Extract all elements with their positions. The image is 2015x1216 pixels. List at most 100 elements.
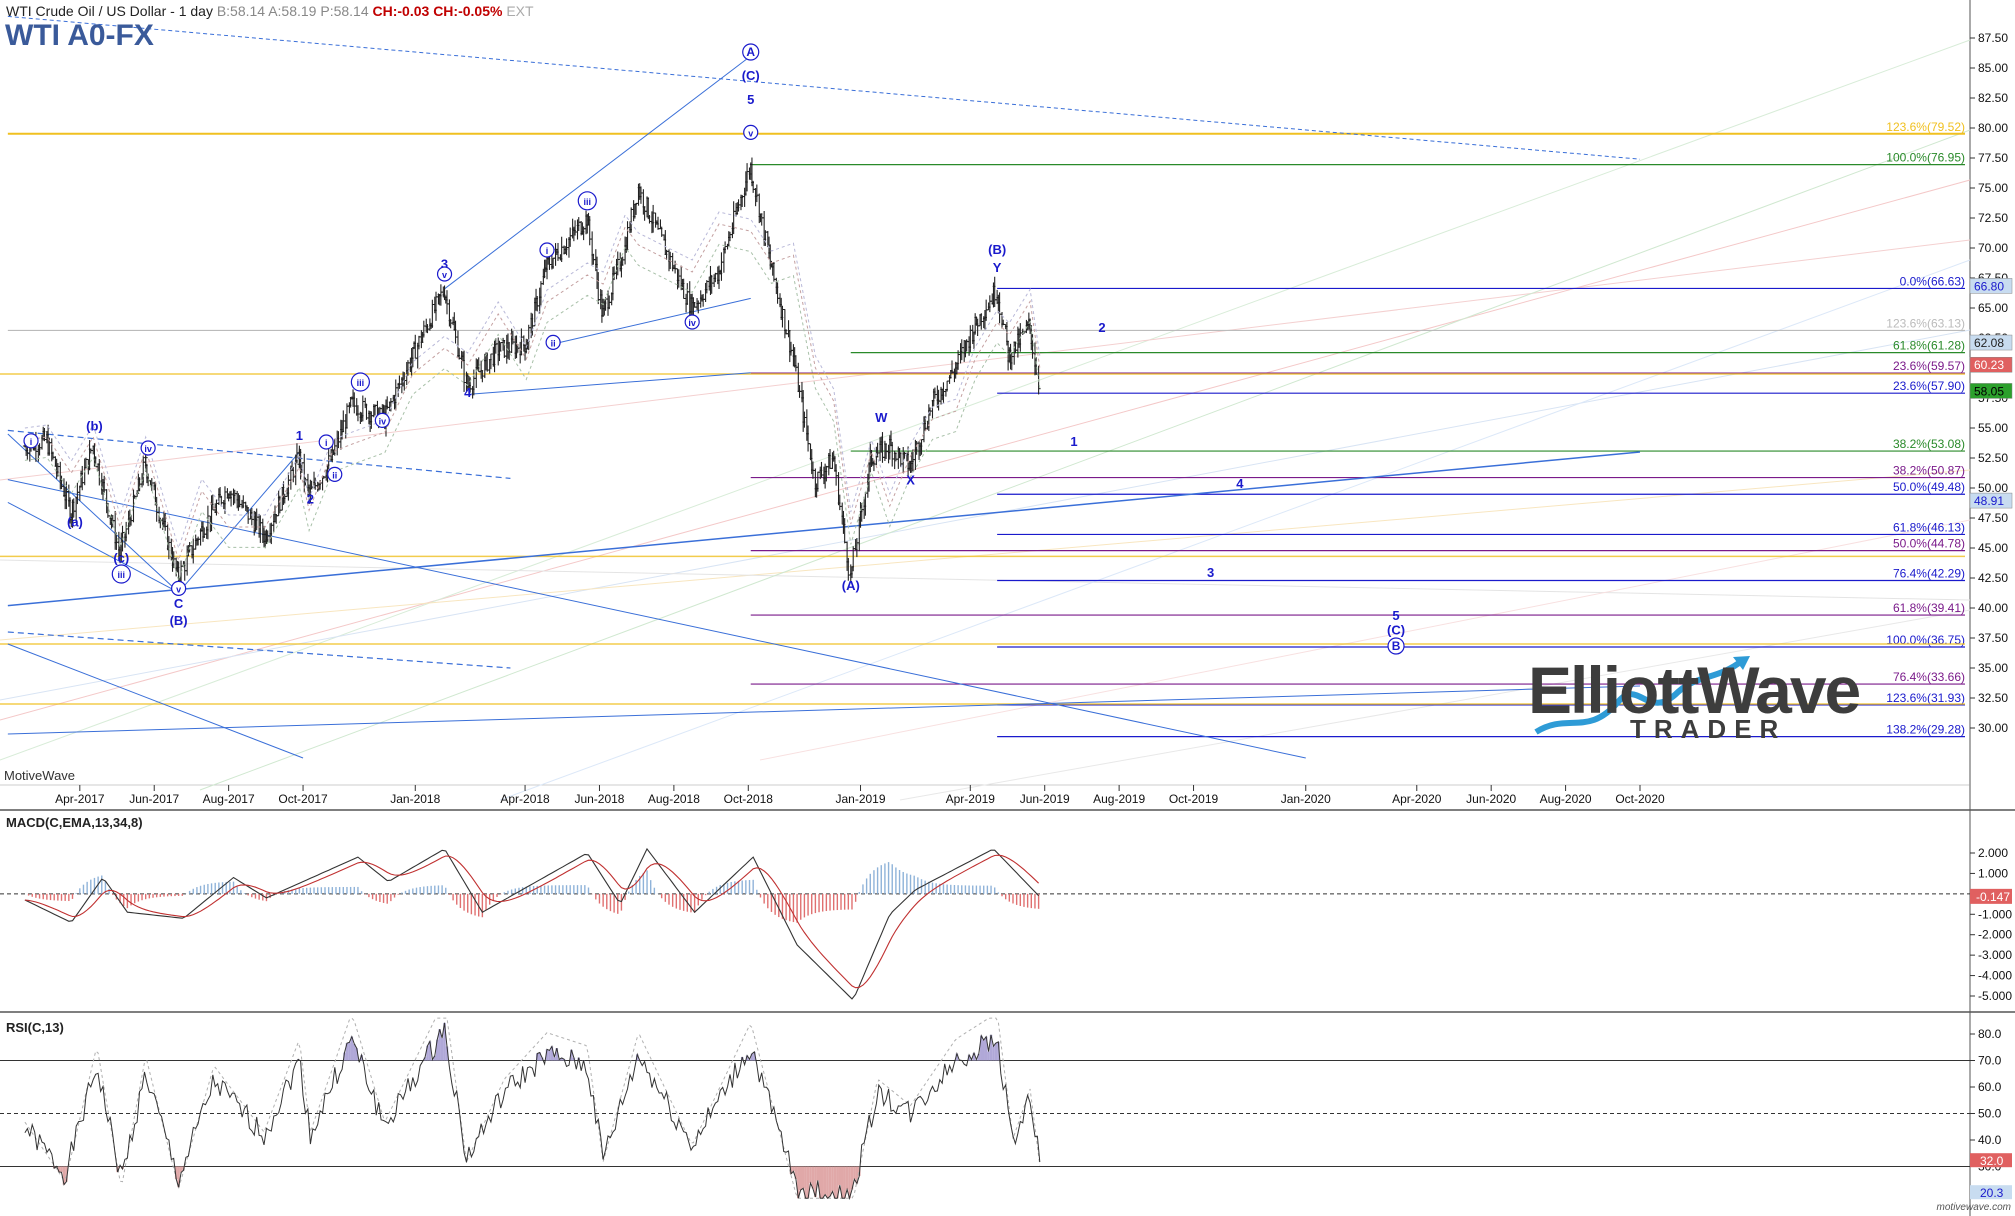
rsi-tick-label: 60.0 <box>1978 1080 2002 1094</box>
fib-level-label: 100.0%(76.95) <box>1886 151 1965 165</box>
wave-label-text: 3 <box>441 256 448 271</box>
time-tick-label: Jun-2018 <box>574 792 624 806</box>
rsi-tick-label: 80.0 <box>1978 1027 2002 1041</box>
price-tick-label: 55.00 <box>1978 421 2008 435</box>
macd-panel-title: MACD(C,EMA,13,34,8) <box>6 815 143 830</box>
wave-label-text: A <box>746 45 755 59</box>
ext-flag: EXT <box>506 3 534 19</box>
wave-label-text: v <box>748 128 753 138</box>
wave-label-text: v <box>442 270 447 280</box>
time-tick-label: Oct-2018 <box>724 792 774 806</box>
fib-level-label: 123.6%(79.52) <box>1886 120 1965 134</box>
fib-level-label: 123.6%(31.93) <box>1886 691 1965 705</box>
price-panel[interactable] <box>0 0 1970 810</box>
price-tag-label: 60.23 <box>1974 358 2004 372</box>
fib-level-label: 123.6%(63.13) <box>1886 316 1965 330</box>
macd-value-label: -0.147 <box>1976 890 2010 904</box>
motivewave-watermark: MotiveWave <box>4 768 76 783</box>
wave-label-text: W <box>875 410 888 425</box>
rsi-value-label: 32.0 <box>1980 1154 2004 1168</box>
trendline <box>178 451 300 593</box>
elliott-wave-trader-logo: ElliottWave TRADER <box>1528 652 1861 747</box>
decor-fan-line <box>759 519 1971 761</box>
wave-label-circle <box>545 334 561 350</box>
wave-label-text: X <box>906 472 915 487</box>
fib-level-label: 138.2%(29.28) <box>1886 723 1965 737</box>
trendline <box>7 429 511 479</box>
price-tick-label: 32.50 <box>1978 691 2008 705</box>
decor-fan-line <box>199 129 1971 791</box>
trendlines-layer <box>7 15 1641 759</box>
price-tag-box <box>1969 383 2013 399</box>
wave-label-text: 1 <box>1070 434 1077 449</box>
time-tick-label: Jun-2020 <box>1466 792 1516 806</box>
wave-label-text: B <box>1392 639 1401 653</box>
price-tick-label: 52.50 <box>1978 451 2008 465</box>
price-tick-label: 80.00 <box>1978 121 2008 135</box>
wave-label-text: v <box>176 584 181 594</box>
wave-label-circle <box>743 124 759 140</box>
rsi-bands-line <box>24 1017 1041 1199</box>
wave-label-text: (C) <box>742 68 760 83</box>
macd-tick-label: -2.000 <box>1978 928 2012 942</box>
price-tick-label: 72.50 <box>1978 211 2008 225</box>
macd-tick-label: 1.000 <box>1978 866 2008 880</box>
decor-fan-line <box>0 329 1971 701</box>
chart-header: WTI Crude Oil / US Dollar - 1 day B:58.1… <box>6 3 534 19</box>
wave-label-text: (B) <box>170 613 188 628</box>
price-tick-label: 87.50 <box>1978 31 2008 45</box>
wave-label-circle <box>171 580 187 597</box>
trendline <box>444 55 752 290</box>
wave-label-text: (C) <box>1387 622 1405 637</box>
wave-label-text: iii <box>118 570 126 580</box>
wave-label-circle <box>23 433 39 449</box>
wave-label-text: 2 <box>1098 320 1105 335</box>
trendline <box>553 297 751 345</box>
price-axis-ticks: 87.50 85.00 82.50 80.00 77.50 75.00 72.50 70.00… <box>1970 31 2008 735</box>
decor-fan-line <box>0 559 1971 601</box>
trendline <box>7 643 304 759</box>
price-tick-label: 47.50 <box>1978 511 2008 525</box>
rsi-tick-label: 70.0 <box>1978 1054 2002 1068</box>
wave-label-circle <box>436 266 453 282</box>
wave-label-circle <box>327 466 343 482</box>
fib-level-label: 76.4%(33.66) <box>1893 670 1965 684</box>
macd-layer: 2.000 1.000 -1.000 -2.000 -3.000 -4.000 -5.000… <box>0 846 2012 1003</box>
fib-level-label: 61.8%(39.41) <box>1893 601 1965 615</box>
price-tag-label: 66.80 <box>1974 279 2004 293</box>
trendline <box>7 479 1306 759</box>
wave-label-text: 3 <box>1207 565 1214 580</box>
time-tick-label: Apr-2019 <box>946 792 996 806</box>
fib-level-label: 61.8%(46.13) <box>1893 520 1965 534</box>
fib-level-label: 61.8%(61.28) <box>1893 339 1965 353</box>
price-tick-label: 45.00 <box>1978 541 2008 555</box>
trendline <box>7 15 1641 160</box>
wave-label-text: 2 <box>307 492 314 507</box>
time-tick-label: Apr-2020 <box>1392 792 1442 806</box>
time-tick-label: Apr-2017 <box>55 792 105 806</box>
wave-label-circle <box>577 191 597 211</box>
macd-panel[interactable] <box>0 811 1970 1011</box>
wave-labels-layer: i(a)(b)(c)iiiivvC(B)12iiiiiiiv3v4iiiiiii… <box>23 43 1405 655</box>
wave-label-circle <box>1387 637 1405 655</box>
decor-fan-line <box>499 259 1971 801</box>
time-tick-label: Jun-2017 <box>129 792 179 806</box>
price-tag-label: 62.08 <box>1974 336 2004 350</box>
time-tick-label: Jun-2019 <box>1020 792 1070 806</box>
quote-values: B:58.14 A:58.19 P:58.14 <box>216 3 369 19</box>
price-tag-box <box>1969 492 2013 509</box>
time-tick-label: Apr-2018 <box>500 792 550 806</box>
wave-label-text: C <box>174 596 184 611</box>
logo-word-trader: TRADER <box>1630 714 1787 744</box>
wave-label-circle <box>539 242 555 258</box>
wave-label-circle <box>350 372 370 392</box>
time-tick-label: Aug-2017 <box>203 792 255 806</box>
macd-tick-label: -1.000 <box>1978 907 2012 921</box>
decor-fan-line <box>0 469 1971 641</box>
macd-tick-label: -3.000 <box>1978 948 2012 962</box>
wave-label-circle <box>374 412 390 428</box>
price-bars-layer <box>22 157 1041 591</box>
logo-word-elliottwave: ElliottWave <box>1528 653 1861 727</box>
price-tag-box <box>1969 334 2013 351</box>
